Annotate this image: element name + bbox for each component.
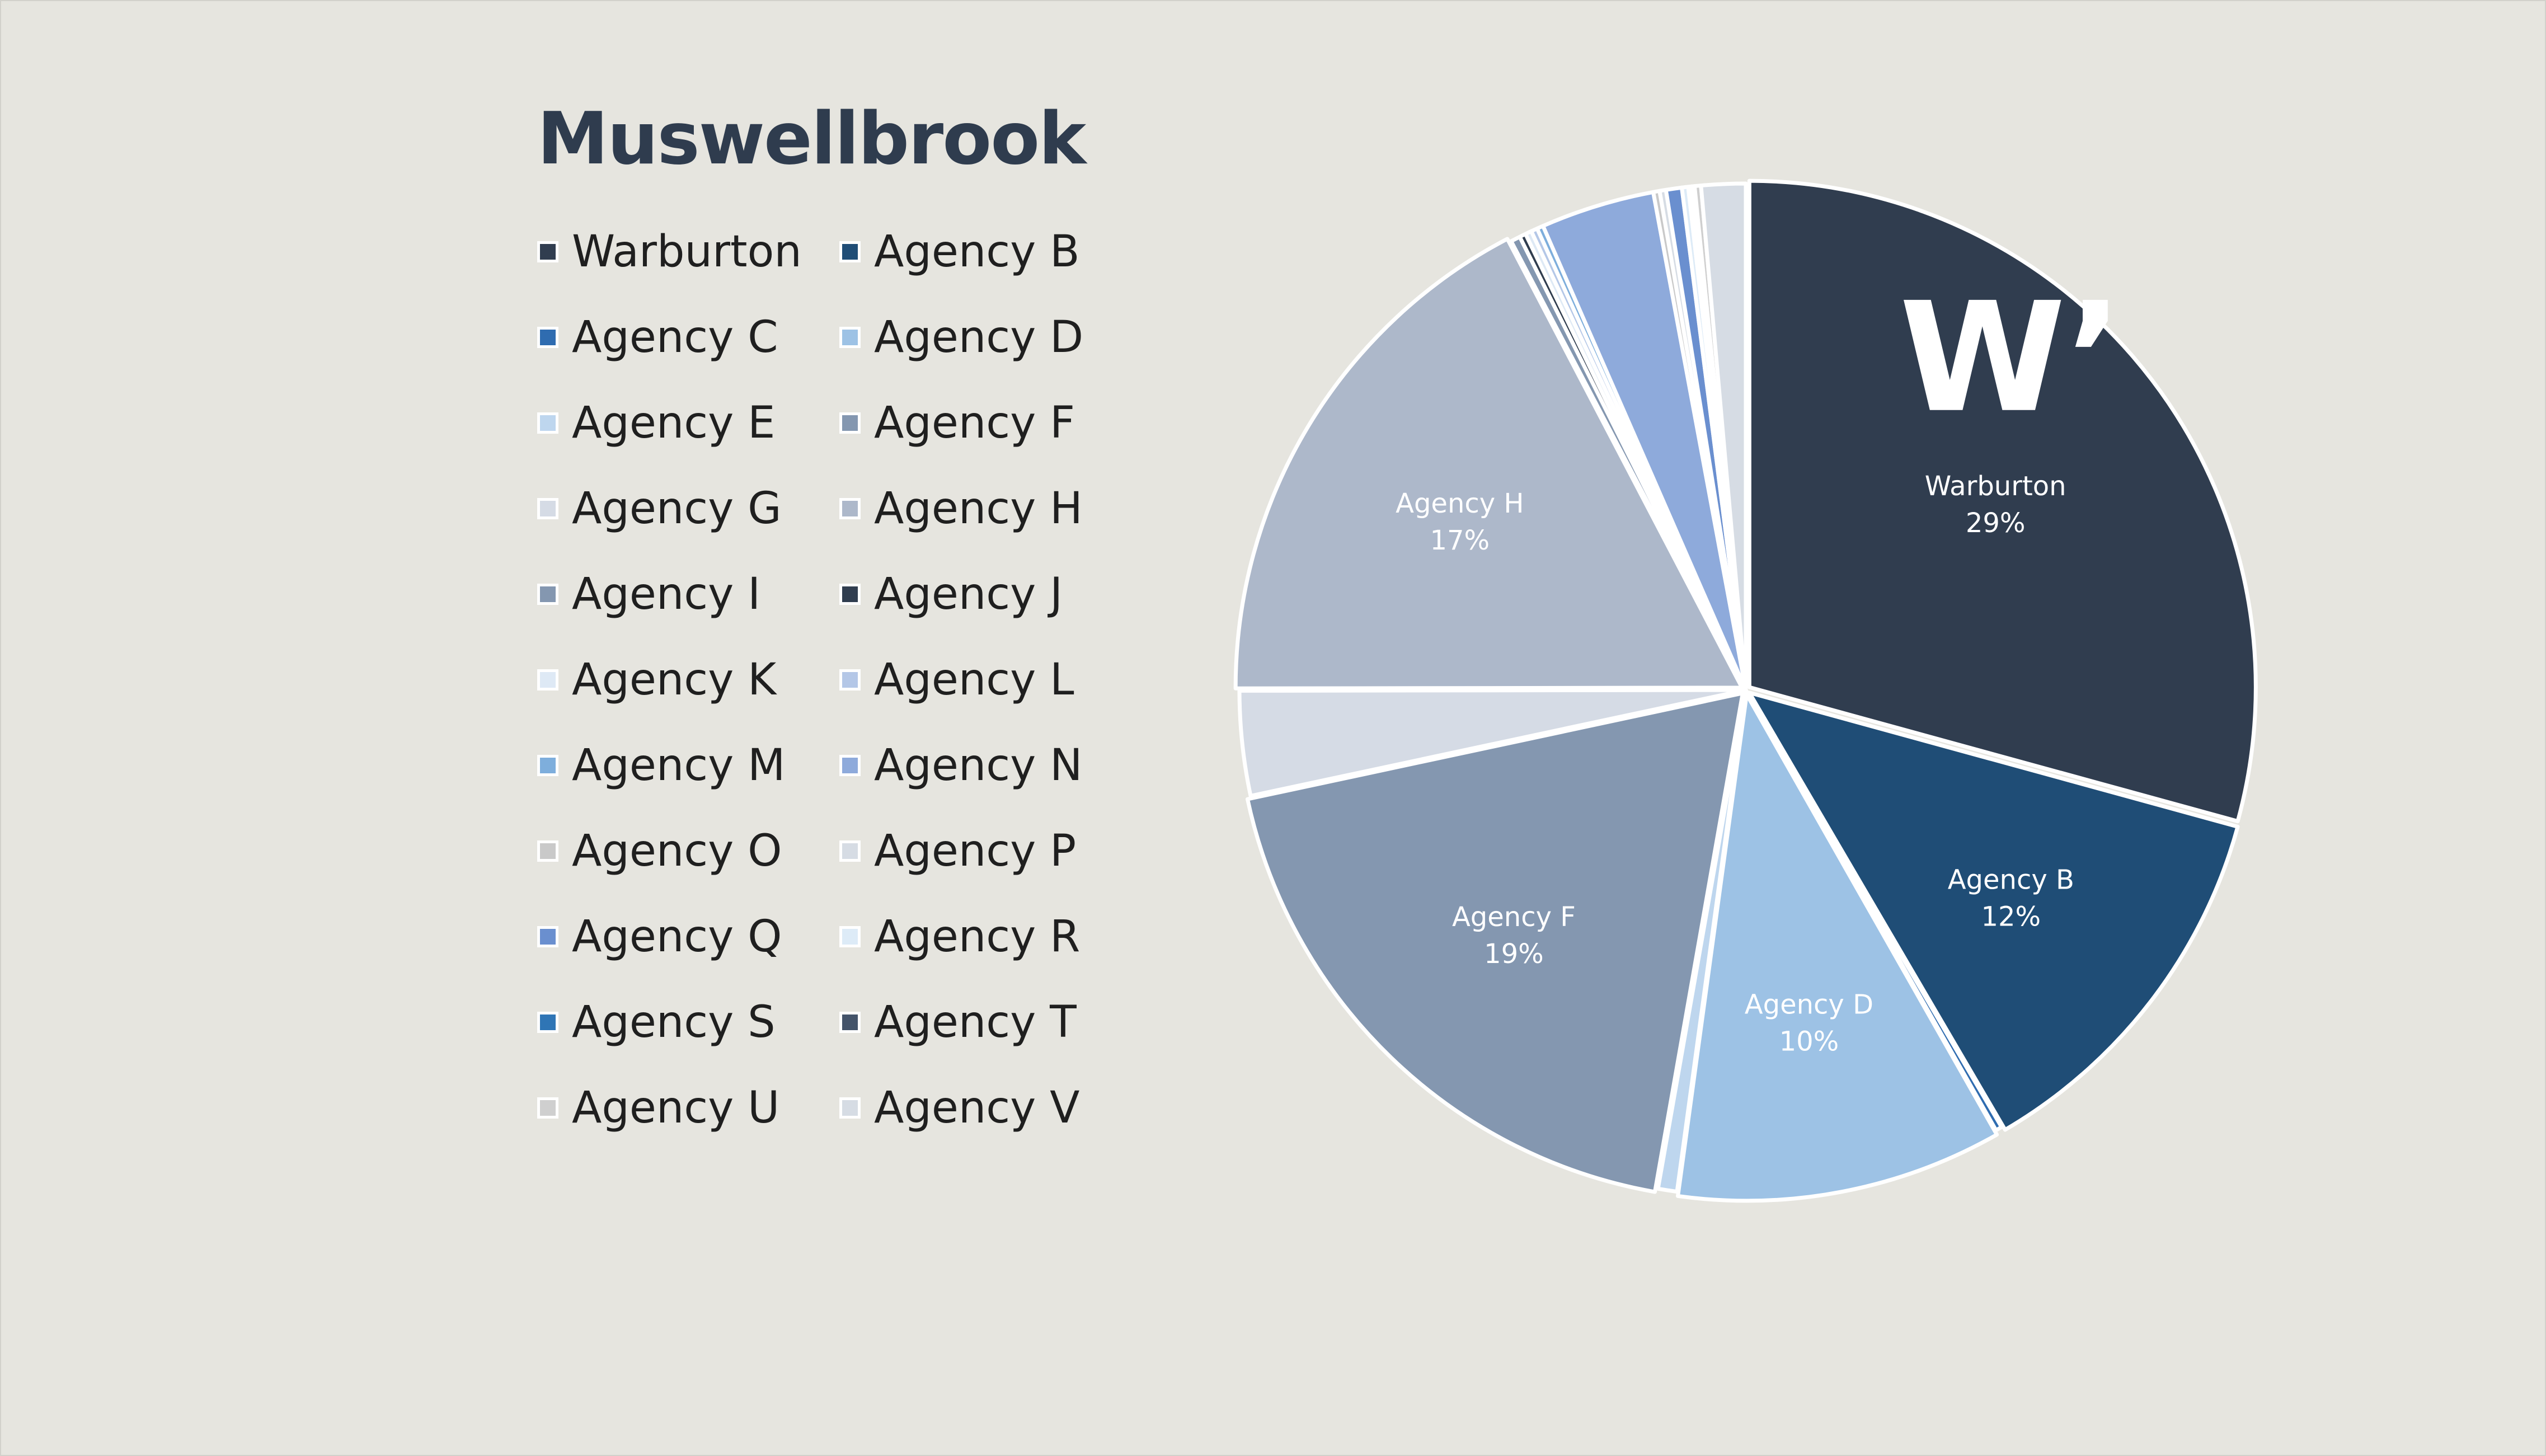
legend-item-agency-g: Agency G (537, 478, 782, 539)
legend-label: Agency E (572, 398, 776, 448)
legend-item-agency-j: Agency J (839, 563, 1063, 625)
warburton-logo-icon: W’ (1899, 270, 2123, 446)
legend-label: Agency S (572, 997, 776, 1048)
legend-label: Agency L (874, 655, 1074, 705)
legend-swatch (839, 1012, 861, 1033)
legend-label: Agency T (874, 997, 1077, 1048)
pie-chart: W’ Warburton 29% Agency B 12% Agency D 10% Agen… (1233, 179, 2258, 1203)
pie-slice-agency-f (1245, 691, 1745, 1194)
legend-swatch (839, 327, 861, 348)
legend-label: Agency C (572, 312, 778, 363)
legend-item-agency-p: Agency P (839, 820, 1076, 882)
legend-label: Agency K (572, 655, 777, 705)
pie-slice-agency-d (1676, 692, 1999, 1203)
pie-slice-agency-b (1747, 691, 2240, 1132)
legend-label: Agency V (874, 1083, 1080, 1133)
legend-swatch (839, 241, 861, 262)
slice-label-agency-h: Agency H (1396, 488, 1524, 519)
legend-item-agency-e: Agency E (537, 392, 775, 454)
legend-swatch (839, 755, 861, 776)
legend-swatch (537, 669, 558, 691)
legend-swatch (839, 926, 861, 947)
pie-slice-agency-g (1237, 688, 1748, 798)
legend-item-agency-n: Agency N (839, 735, 1082, 796)
legend-item-agency-i: Agency I (537, 563, 760, 625)
legend-swatch (537, 241, 558, 262)
pie-slice-warburton (1747, 179, 2258, 824)
slice-label-agency-f: Agency F (1452, 901, 1576, 933)
legend-item-agency-k: Agency K (537, 649, 776, 711)
legend-swatch (537, 327, 558, 348)
legend-label: Agency B (874, 227, 1080, 277)
legend-label: Agency N (874, 740, 1083, 791)
legend-label: Agency I (572, 569, 761, 619)
legend-item-agency-h: Agency H (839, 478, 1083, 539)
legend-item-agency-b: Agency B (839, 221, 1080, 283)
pie-slice-agency-h (1233, 237, 1744, 691)
slice-label-agency-b: Agency B (1948, 865, 2074, 896)
pie-slice-agency-n (1541, 190, 1748, 692)
pie-slice-agency-e (1656, 688, 1748, 1194)
legend-swatch (839, 584, 861, 605)
legend-item-agency-u: Agency U (537, 1077, 779, 1139)
legend-swatch (839, 412, 861, 434)
legend-item-agency-t: Agency T (839, 992, 1077, 1053)
legend-swatch (839, 1097, 861, 1119)
legend-item-agency-v: Agency V (839, 1077, 1080, 1139)
legend-swatch (537, 840, 558, 862)
legend: Warburton Agency B Agency C Agency D Agency … (537, 221, 1142, 1172)
legend-item-agency-q: Agency Q (537, 906, 782, 967)
slice-label-warburton: Warburton (1925, 471, 2066, 502)
legend-swatch (537, 584, 558, 605)
legend-swatch (537, 1097, 558, 1119)
legend-label: Agency H (874, 483, 1083, 534)
legend-swatch (537, 498, 558, 519)
legend-swatch (537, 755, 558, 776)
legend-item-agency-s: Agency S (537, 992, 776, 1053)
legend-item-warburton: Warburton (537, 221, 802, 283)
legend-label: Agency F (874, 398, 1075, 448)
slice-percent-agency-d: 10% (1779, 1026, 1839, 1058)
legend-label: Agency O (572, 826, 782, 876)
legend-label: Agency D (874, 312, 1084, 363)
legend-label: Agency J (874, 569, 1063, 619)
legend-label: Agency R (874, 912, 1081, 962)
slice-label-agency-d: Agency D (1745, 989, 1873, 1021)
legend-label: Agency M (572, 740, 786, 791)
chart-title: Muswellbrook (537, 97, 1086, 181)
legend-item-agency-d: Agency D (839, 307, 1083, 368)
legend-swatch (839, 669, 861, 691)
legend-item-agency-m: Agency M (537, 735, 785, 796)
legend-label: Agency G (572, 483, 782, 534)
slice-percent-agency-h: 17% (1430, 525, 1490, 556)
legend-item-agency-r: Agency R (839, 906, 1080, 967)
legend-item-agency-c: Agency C (537, 307, 778, 368)
legend-label: Agency P (874, 826, 1077, 876)
legend-item-agency-f: Agency F (839, 392, 1075, 454)
legend-item-agency-o: Agency O (537, 820, 782, 882)
pie-slice-agency-v (1699, 181, 1748, 692)
legend-label: Agency U (572, 1083, 780, 1133)
legend-swatch (839, 840, 861, 862)
legend-item-agency-l: Agency L (839, 649, 1074, 711)
legend-swatch (839, 498, 861, 519)
legend-swatch (537, 1012, 558, 1033)
legend-swatch (537, 412, 558, 434)
legend-label: Agency Q (572, 912, 782, 962)
legend-swatch (537, 926, 558, 947)
slice-percent-agency-f: 19% (1484, 938, 1544, 970)
slice-percent-warburton: 29% (1966, 508, 2026, 539)
slice-percent-agency-b: 12% (1981, 901, 2041, 933)
legend-label: Warburton (572, 227, 802, 277)
